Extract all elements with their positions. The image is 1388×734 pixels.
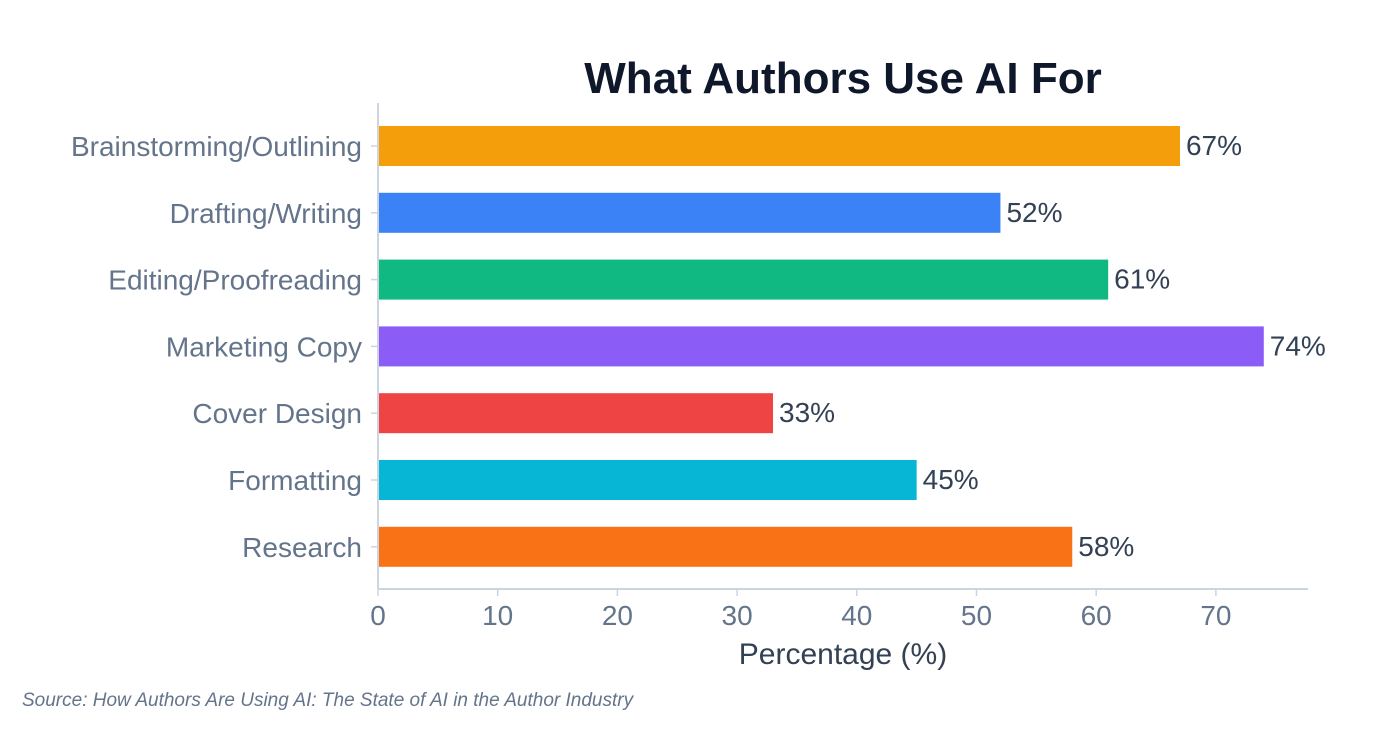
x-tick-label: 0	[370, 600, 386, 631]
x-tick-label: 70	[1200, 600, 1231, 631]
y-tick-label: Marketing Copy	[166, 331, 362, 362]
x-tick-label: 20	[602, 600, 633, 631]
y-tick-label: Formatting	[228, 465, 362, 496]
chart-title: What Authors Use AI For	[584, 54, 1101, 103]
bar	[378, 526, 1073, 567]
bar	[378, 393, 774, 434]
x-tick-label: 30	[722, 600, 753, 631]
y-tick-label: Research	[242, 532, 362, 563]
bar-value-label: 52%	[1006, 197, 1062, 228]
bar	[378, 259, 1109, 300]
x-tick-label: 50	[961, 600, 992, 631]
axes-layer: 0 10 20 30 40 50 60 70 Brainstorming/Outlining Dr…	[71, 103, 1308, 631]
y-tick-label: Drafting/Writing	[170, 198, 362, 229]
y-tick-label: Cover Design	[192, 398, 362, 429]
source-note: Source: How Authors Are Using AI: The St…	[22, 690, 634, 711]
bar-value-label: 67%	[1186, 130, 1242, 161]
x-axis-label: Percentage (%)	[739, 638, 947, 671]
y-tick-label: Editing/Proofreading	[108, 265, 362, 296]
bar	[378, 326, 1264, 367]
bar-value-label: 74%	[1270, 330, 1326, 361]
x-tick-label: 60	[1081, 600, 1112, 631]
x-tick-label: 10	[482, 600, 513, 631]
y-tick-label: Brainstorming/Outlining	[71, 131, 362, 162]
x-tick-label: 40	[841, 600, 872, 631]
bar	[378, 192, 1001, 233]
bar-value-label: 61%	[1114, 264, 1170, 295]
bar-value-label: 33%	[779, 397, 835, 428]
bar	[378, 126, 1180, 166]
bar-value-label: 58%	[1078, 531, 1134, 562]
bar	[378, 460, 917, 500]
bar-value-label: 45%	[923, 464, 979, 495]
bars-layer: 67% 52% 61% 74% 33% 45% 58%	[378, 126, 1326, 567]
